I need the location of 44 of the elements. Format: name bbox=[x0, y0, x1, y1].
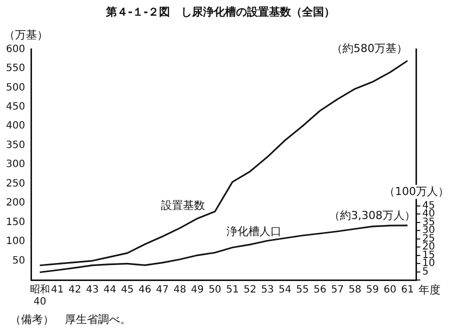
y-tick-label: 500 bbox=[6, 82, 26, 94]
x-tick-label: 60 bbox=[384, 284, 396, 296]
x-tick-label: 46 bbox=[138, 284, 152, 296]
x-tick-label: 55 bbox=[296, 284, 309, 296]
y-tick-label: 50 bbox=[12, 255, 26, 266]
y-tick-label: 600 bbox=[6, 44, 26, 55]
y-axis-title: （万基） bbox=[4, 28, 48, 42]
y-tick-label: 200 bbox=[6, 198, 26, 209]
x-tick-label: 56 bbox=[314, 284, 326, 296]
x-tick-label: 48 bbox=[174, 284, 186, 296]
x-tick-label: 47 bbox=[156, 284, 169, 296]
x-tick-label: 52 bbox=[244, 284, 256, 296]
y-tick-label: 100 bbox=[6, 236, 26, 248]
y-tick-label: 250 bbox=[6, 178, 26, 190]
x-tick-label: 57 bbox=[331, 284, 344, 296]
x-tick-label: 41 bbox=[50, 284, 64, 296]
y-tick-label: 450 bbox=[6, 101, 26, 112]
series-label: 浄化槽人口 bbox=[226, 224, 282, 238]
x-tick-label: 53 bbox=[261, 284, 274, 296]
y2-tick-label: 5 bbox=[422, 266, 429, 278]
x-tick-label: 42 bbox=[68, 284, 82, 296]
annotation: （約580万基） bbox=[332, 42, 408, 56]
x-tick-label: 43 bbox=[86, 284, 99, 296]
x-tick-label: 58 bbox=[348, 284, 362, 296]
y2-axis-title: （100万人） bbox=[384, 185, 449, 198]
x-tick-label: 50 bbox=[208, 284, 222, 296]
y-tick-label: 400 bbox=[6, 120, 26, 132]
y-tick-label: 300 bbox=[6, 159, 26, 170]
x-tick-label: 61 bbox=[401, 284, 414, 296]
x-tick-label: 45 bbox=[121, 284, 134, 296]
series-label: 設置基数 bbox=[160, 198, 205, 212]
x-tick-label: 51 bbox=[226, 284, 239, 296]
y-tick-label: 550 bbox=[6, 63, 26, 74]
x-axis-title: 年度 bbox=[418, 283, 440, 296]
y-tick-label: 350 bbox=[6, 140, 26, 151]
x-tick-label: 昭和40 bbox=[30, 284, 50, 308]
x-tick-label: 49 bbox=[191, 284, 204, 296]
annotation: （約3,308万人） bbox=[329, 208, 416, 222]
x-tick-label: 59 bbox=[366, 284, 379, 296]
x-tick-label: 54 bbox=[278, 284, 292, 296]
x-tick-label: 44 bbox=[104, 284, 116, 296]
y-tick-label: 150 bbox=[6, 216, 26, 228]
chart-title: 第４-１-２図 し尿浄化槽の設置基数（全国） bbox=[104, 5, 336, 18]
text: （備考） 厚生省調べ。 bbox=[10, 312, 131, 327]
